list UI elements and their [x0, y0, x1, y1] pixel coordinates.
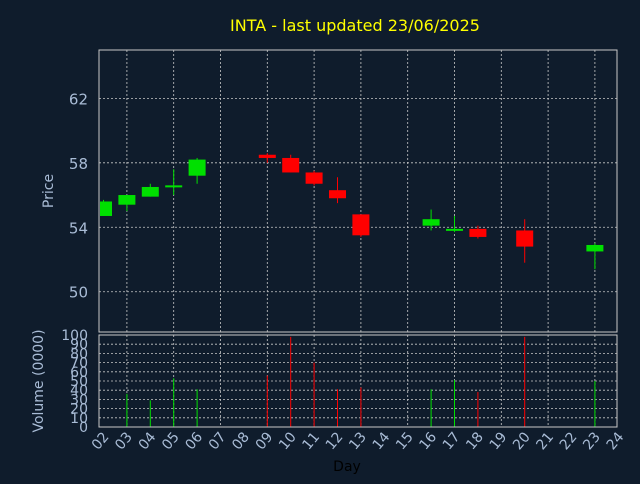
x-tick-label: 03 [112, 429, 136, 453]
x-tick-label: 10 [276, 429, 300, 453]
volume-tick-label: 50 [70, 374, 88, 390]
price-candles [100, 153, 604, 270]
candle-body [516, 230, 534, 247]
price-tick-label: 54 [69, 219, 88, 237]
volume-tick-label: 40 [70, 383, 88, 399]
chart-title: INTA - last updated 23/06/2025 [230, 16, 480, 35]
volume-tick-label: 60 [70, 365, 88, 381]
price-axis-label: Price [41, 174, 57, 208]
candle-body [141, 186, 159, 197]
x-tick-label: 04 [136, 429, 160, 453]
x-tick-label: 20 [510, 429, 534, 453]
x-axis-ticks: 02 03 04 05 06 07 08 09 10 11 12 13 14 15 16 17 18 19 20 21… [89, 429, 628, 453]
price-panel-frame [98, 49, 618, 333]
price-panel: 50 54 58 62 Price [41, 49, 618, 333]
candle-body [329, 190, 346, 199]
candle-body [422, 219, 440, 226]
x-tick-label: 13 [346, 429, 370, 453]
candle-body [165, 185, 183, 188]
x-tick-label: 15 [393, 429, 417, 453]
x-tick-label: 19 [487, 429, 511, 453]
x-tick-label: 06 [182, 429, 206, 453]
x-tick-label: 24 [604, 429, 628, 453]
x-tick-label: 11 [299, 429, 323, 453]
x-tick-label: 12 [323, 429, 347, 453]
volume-tick-label: 0 [79, 420, 88, 436]
price-y-ticks: 50 54 58 62 [69, 90, 88, 301]
x-tick-label: 05 [159, 429, 183, 453]
x-tick-label: 07 [206, 429, 230, 453]
candle-body [282, 157, 300, 173]
candle-body [188, 159, 206, 176]
candle-body [118, 195, 136, 205]
x-axis-label: Day [333, 459, 361, 475]
candle-body [446, 228, 463, 231]
volume-tick-label: 20 [70, 402, 88, 418]
candle-body [352, 214, 370, 236]
volume-tick-label: 10 [70, 411, 88, 427]
candle-body [100, 201, 112, 216]
candle-body [586, 244, 604, 252]
volume-tick-label: 80 [70, 346, 88, 362]
volume-tick-label: 30 [70, 392, 88, 408]
volume-grid [99, 334, 617, 428]
volume-bars [126, 336, 596, 427]
volume-tick-label: 90 [70, 337, 88, 353]
volume-panel-frame [98, 334, 618, 428]
x-tick-label: 23 [580, 429, 604, 453]
x-tick-label: 16 [416, 429, 440, 453]
price-grid [99, 50, 617, 332]
x-tick-label: 14 [370, 429, 394, 453]
candle-body [258, 154, 276, 158]
volume-axis-label: Volume (0000) [31, 329, 47, 432]
x-tick-label: 21 [533, 429, 557, 453]
price-tick-label: 58 [69, 155, 88, 173]
price-tick-label: 62 [69, 90, 88, 108]
candle-body [469, 228, 487, 237]
price-tick-label: 50 [69, 284, 88, 302]
x-tick-label: 08 [229, 429, 253, 453]
x-tick-label: 17 [440, 429, 464, 453]
x-tick-label: 22 [557, 429, 581, 453]
x-tick-label: 09 [253, 429, 277, 453]
x-tick-label: 02 [89, 429, 113, 453]
volume-tick-label: 100 [61, 328, 88, 344]
candle-body [305, 172, 323, 184]
volume-tick-label: 70 [70, 356, 88, 372]
x-tick-label: 18 [463, 429, 487, 453]
